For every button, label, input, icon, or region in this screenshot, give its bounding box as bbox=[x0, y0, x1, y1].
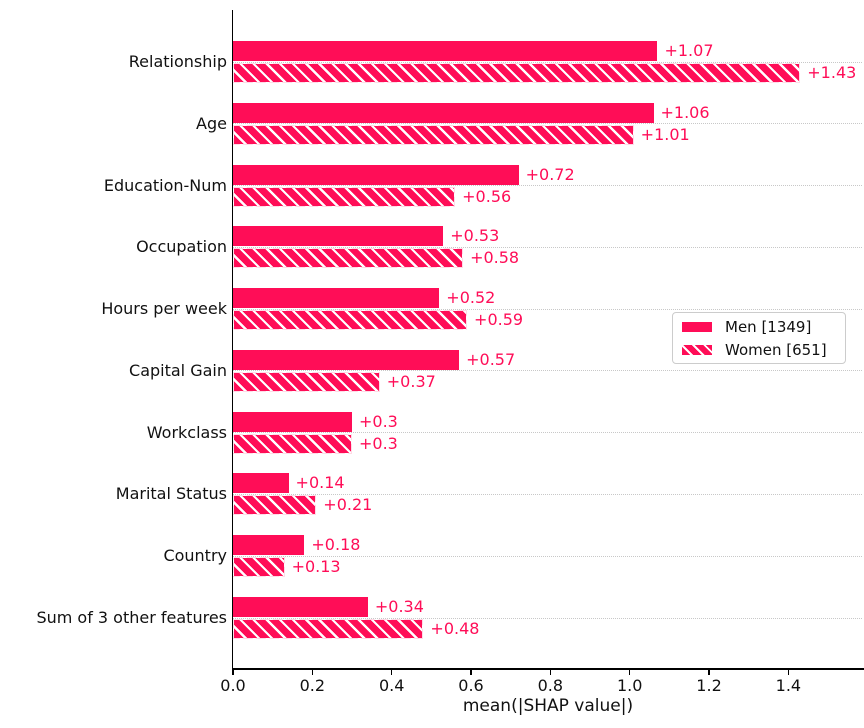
y-axis-spine bbox=[231, 10, 233, 670]
category-label-capital-gain: Capital Gain bbox=[129, 360, 227, 380]
x-tick-label-1.2: 1.2 bbox=[696, 676, 722, 695]
category-label-marital-status: Marital Status bbox=[115, 484, 227, 504]
x-tick-0.8 bbox=[549, 669, 552, 675]
gridline-workclass bbox=[233, 432, 862, 434]
gridline-hours-per-week bbox=[233, 308, 862, 310]
bar-women-occupation bbox=[233, 248, 464, 269]
gridline-sum-of-3-other-features bbox=[233, 617, 862, 619]
legend-entry-women: Women [651] bbox=[682, 340, 836, 359]
bar-women-hours-per-week bbox=[233, 310, 468, 331]
gridline-occupation bbox=[233, 246, 862, 248]
value-label-men-age: +1.06 bbox=[660, 102, 710, 122]
value-label-men-education-num: +0.72 bbox=[525, 164, 575, 184]
legend-entry-men: Men [1349] bbox=[682, 317, 836, 336]
value-label-women-country: +0.13 bbox=[291, 557, 341, 577]
value-label-women-relationship: +1.43 bbox=[807, 63, 857, 82]
x-tick-label-0.8: 0.8 bbox=[537, 676, 564, 695]
x-tick-0.2 bbox=[311, 669, 314, 675]
value-label-men-marital-status: +0.14 bbox=[295, 473, 345, 493]
x-tick-0.6 bbox=[470, 669, 472, 675]
gridline-age bbox=[233, 123, 862, 125]
bar-women-education-num bbox=[233, 186, 456, 207]
value-label-women-capital-gain: +0.37 bbox=[386, 371, 436, 391]
value-label-men-capital-gain: +0.57 bbox=[466, 349, 516, 369]
value-label-women-hours-per-week: +0.59 bbox=[474, 310, 524, 330]
bar-men-relationship bbox=[233, 41, 658, 61]
value-label-women-age: +1.01 bbox=[640, 124, 690, 144]
bar-men-marital-status bbox=[233, 473, 289, 494]
value-label-men-hours-per-week: +0.52 bbox=[446, 288, 496, 308]
bar-men-occupation bbox=[233, 226, 444, 247]
x-tick-label-0.0: 0.0 bbox=[220, 676, 246, 695]
legend-label-women: Women [651] bbox=[725, 340, 827, 359]
x-tick-0.0 bbox=[232, 669, 234, 675]
bar-men-education-num bbox=[233, 164, 519, 185]
x-tick-1.4 bbox=[787, 669, 790, 675]
x-axis-spine bbox=[231, 668, 864, 670]
value-label-men-occupation: +0.53 bbox=[450, 226, 500, 246]
value-label-men-workclass: +0.3 bbox=[359, 411, 398, 431]
bar-men-age bbox=[233, 102, 654, 123]
bar-men-capital-gain bbox=[233, 349, 460, 370]
category-label-relationship: Relationship bbox=[128, 52, 227, 71]
legend-label-men: Men [1349] bbox=[725, 317, 812, 336]
value-label-women-education-num: +0.56 bbox=[462, 186, 512, 206]
gridline-capital-gain bbox=[233, 370, 862, 372]
gridline-marital-status bbox=[233, 493, 862, 495]
category-label-workclass: Workclass bbox=[146, 422, 227, 442]
bar-women-marital-status bbox=[233, 495, 317, 516]
value-label-women-workclass: +0.3 bbox=[359, 433, 398, 453]
legend-swatch-hatched bbox=[682, 344, 712, 355]
category-label-country: Country bbox=[163, 546, 227, 566]
x-tick-label-0.4: 0.4 bbox=[378, 676, 405, 695]
bar-men-country bbox=[233, 535, 305, 556]
category-label-occupation: Occupation bbox=[136, 237, 227, 257]
value-label-men-sum-of-3-other-features: +0.34 bbox=[374, 597, 424, 617]
bar-men-hours-per-week bbox=[233, 288, 440, 309]
x-axis-label: mean(|SHAP value|) bbox=[462, 696, 634, 716]
category-label-age: Age bbox=[196, 113, 227, 133]
bar-women-age bbox=[233, 124, 634, 145]
legend-swatch-solid bbox=[682, 321, 712, 332]
bar-women-country bbox=[233, 557, 285, 578]
legend: Men [1349] Women [651] bbox=[672, 312, 846, 364]
x-tick-1.0 bbox=[628, 669, 631, 675]
bar-men-sum-of-3-other-features bbox=[233, 597, 368, 618]
bar-men-workclass bbox=[233, 411, 352, 432]
x-tick-label-0.2: 0.2 bbox=[299, 676, 326, 695]
x-tick-label-1.0: 1.0 bbox=[616, 676, 643, 695]
bar-women-relationship bbox=[233, 63, 801, 83]
value-label-men-country: +0.18 bbox=[311, 535, 361, 555]
value-label-men-relationship: +1.07 bbox=[664, 41, 714, 60]
x-tick-label-0.6: 0.6 bbox=[458, 676, 484, 695]
gridline-education-num bbox=[233, 185, 862, 187]
category-label-education-num: Education-Num bbox=[103, 175, 227, 195]
value-label-women-marital-status: +0.21 bbox=[323, 495, 373, 515]
gridline-relationship bbox=[233, 61, 862, 63]
category-label-sum-of-3-other-features: Sum of 3 other features bbox=[36, 608, 227, 628]
gridline-country bbox=[233, 555, 862, 557]
category-label-hours-per-week: Hours per week bbox=[101, 299, 227, 319]
x-tick-label-1.4: 1.4 bbox=[775, 676, 802, 695]
x-tick-0.4 bbox=[390, 669, 393, 675]
x-tick-1.2 bbox=[708, 669, 710, 675]
value-label-women-occupation: +0.58 bbox=[470, 248, 520, 268]
value-label-women-sum-of-3-other-features: +0.48 bbox=[430, 619, 480, 639]
bar-women-sum-of-3-other-features bbox=[233, 619, 424, 640]
bar-women-workclass bbox=[233, 433, 352, 454]
bar-women-capital-gain bbox=[233, 371, 380, 392]
